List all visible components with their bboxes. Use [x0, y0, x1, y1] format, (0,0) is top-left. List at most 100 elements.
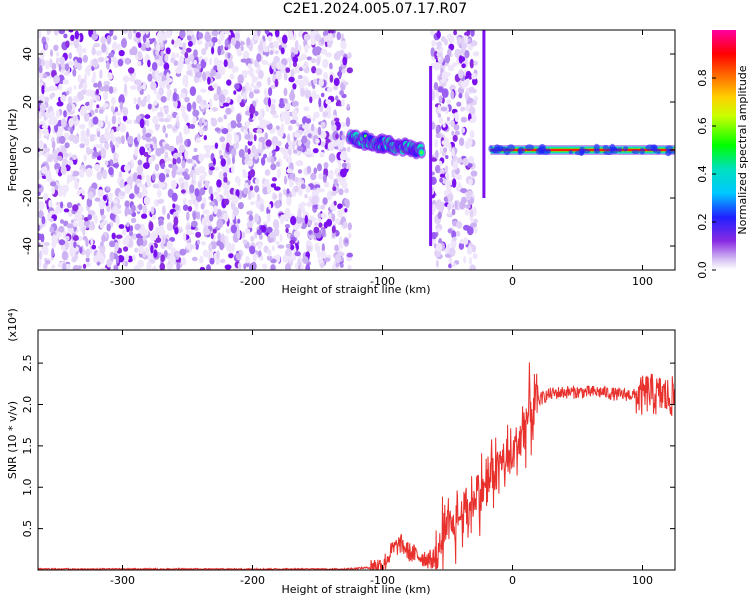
noise-blob: [84, 72, 88, 82]
noise-blob: [200, 203, 205, 210]
noise-blob: [266, 226, 273, 234]
noise-blob: [271, 149, 276, 157]
noise-blob: [296, 145, 304, 152]
noise-blob: [221, 143, 226, 151]
noise-blob: [121, 38, 127, 49]
noise-blob: [317, 258, 324, 264]
noise-blob: [133, 36, 140, 43]
noise-blob: [166, 77, 173, 83]
noise-blob: [43, 127, 49, 137]
noise-blob: [237, 262, 242, 269]
noise-blob: [336, 31, 341, 41]
noise-blob: [227, 52, 231, 59]
noise-blob: [469, 58, 474, 69]
noise-blob: [85, 238, 89, 247]
noise-blob: [320, 204, 326, 210]
noise-blob: [134, 184, 140, 195]
noise-blob: [280, 64, 286, 74]
noise-blob: [150, 81, 157, 91]
noise-blob: [62, 262, 67, 270]
noise-blob: [172, 157, 177, 166]
noise-blob: [463, 256, 467, 264]
noise-blob: [187, 35, 192, 41]
noise-blob: [92, 71, 97, 80]
noise-blob: [101, 234, 106, 243]
noise-blob: [446, 243, 451, 250]
noise-blob: [260, 156, 266, 166]
snr-x-ticks: -300 -200 -100 0 100: [110, 330, 653, 587]
colorbar-tick-label: 0.8: [696, 69, 709, 87]
noise-blob: [464, 91, 469, 101]
noise-blob: [429, 30, 435, 36]
noise-blob: [158, 72, 164, 77]
noise-blob: [117, 116, 122, 125]
noise-blob: [222, 102, 230, 107]
noise-blob: [191, 35, 196, 46]
noise-blob: [111, 56, 117, 63]
noise-blob: [180, 104, 186, 112]
noise-blob: [116, 209, 122, 215]
noise-blob: [439, 147, 444, 154]
noise-blob: [151, 62, 158, 71]
colorbar-tick-label: 0.0: [696, 261, 709, 279]
noise-blob: [176, 157, 181, 164]
noise-blob: [209, 145, 217, 150]
noise-blob: [447, 202, 452, 211]
noise-blob: [175, 38, 182, 46]
noise-blob: [140, 149, 143, 156]
noise-blob: [103, 90, 109, 101]
noise-blob: [48, 154, 54, 161]
noise-blob: [298, 44, 302, 53]
noise-blob: [224, 38, 229, 48]
noise-blob: [159, 224, 164, 233]
carrier-blob: [603, 150, 614, 155]
noise-blob: [268, 97, 271, 108]
noise-blob: [291, 109, 298, 117]
noise-blob: [38, 201, 45, 210]
noise-blob: [465, 192, 472, 201]
noise-blob: [254, 213, 259, 223]
noise-blob: [198, 32, 204, 39]
spectrogram-x-tick-label: 0: [509, 275, 516, 288]
spectrogram-y-tick-label: 40: [21, 47, 34, 61]
noise-blob: [451, 208, 456, 216]
noise-blob: [225, 228, 231, 234]
noise-blob: [279, 233, 283, 242]
noise-blob: [249, 185, 254, 191]
noise-blob: [124, 184, 131, 194]
noise-blob: [463, 224, 470, 231]
noise-blob: [315, 68, 323, 76]
noise-blob: [64, 263, 71, 270]
noise-blob: [297, 74, 303, 80]
noise-blob: [274, 50, 279, 55]
noise-blob: [311, 66, 317, 74]
noise-blob: [124, 83, 128, 93]
noise-blob: [210, 232, 214, 239]
noise-blob: [195, 231, 202, 238]
noise-blob: [54, 30, 58, 35]
noise-blob: [211, 37, 218, 43]
noise-blob: [316, 57, 321, 66]
noise-blob: [163, 166, 167, 174]
noise-blob: [144, 143, 151, 149]
noise-blob: [464, 35, 469, 44]
carrier-blob: [568, 149, 573, 155]
noise-blob: [301, 135, 308, 144]
noise-blob: [441, 73, 449, 80]
noise-blob: [274, 30, 280, 38]
noise-blob: [176, 152, 183, 158]
noise-blob: [63, 132, 70, 141]
noise-blob: [472, 100, 477, 106]
noise-blob: [205, 103, 210, 110]
noise-blob: [110, 105, 115, 113]
noise-blob: [99, 69, 103, 79]
noise-blob: [119, 101, 124, 111]
noise-blob: [69, 246, 74, 255]
noise-blob: [192, 211, 197, 221]
noise-blob: [62, 188, 67, 198]
noise-blob: [256, 128, 263, 134]
noise-blob: [275, 125, 280, 130]
noise-blob: [70, 34, 75, 41]
noise-blob: [65, 235, 70, 241]
spectrogram-x-tick-label: -100: [370, 275, 395, 288]
